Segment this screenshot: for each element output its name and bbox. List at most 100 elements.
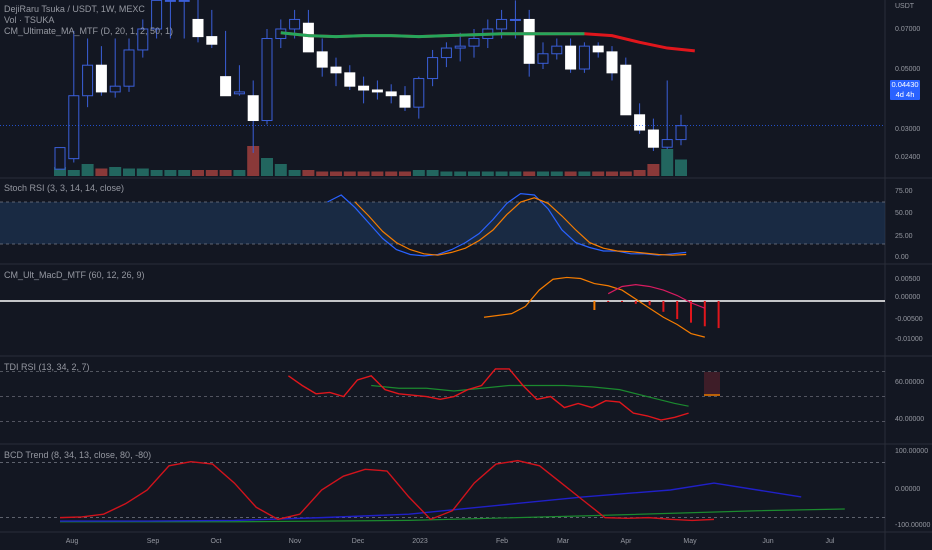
macd-line: [483, 276, 705, 338]
candle-body: [385, 91, 397, 97]
candle-body: [192, 18, 204, 38]
bcd-red-line: [59, 459, 715, 522]
candle-body: [578, 45, 590, 70]
legend-macd: CM_Ult_MacD_MTF (60, 12, 26, 9): [4, 270, 145, 280]
volume-bar: [67, 170, 80, 176]
volume-bar: [164, 170, 177, 176]
volume-bar: [343, 171, 356, 176]
stoch-k-line: [327, 192, 687, 257]
candle-body: [289, 18, 301, 30]
y-tick-label: 0.00000: [895, 294, 920, 301]
volume-bar: [661, 149, 674, 176]
y-tick-label: 75.00: [895, 188, 913, 195]
candle-body: [344, 72, 356, 87]
volume-bar: [495, 171, 508, 176]
legend-title: DejiRaru Tsuka / USDT, 1W, MEXC: [4, 4, 145, 14]
legend-ma: CM_Ultimate_MA_MTF (D, 20, 1, 2, 50, 1): [4, 26, 174, 36]
volume-bar: [192, 170, 204, 176]
candle-body: [427, 57, 439, 80]
y-tick-label: 0.03000: [895, 126, 920, 133]
candle-body: [302, 22, 314, 53]
volume-bar: [481, 171, 494, 176]
volume-bar: [109, 167, 122, 176]
candle-body: [509, 18, 521, 21]
volume-bar: [274, 164, 287, 176]
volume-bar: [54, 167, 66, 176]
volume-bar: [509, 171, 522, 176]
countdown: 4d 4h: [895, 90, 915, 99]
volume-bar: [150, 170, 163, 176]
volume-bar: [454, 171, 467, 176]
candle-body: [454, 45, 466, 49]
candle-body: [316, 51, 328, 68]
volume-bar: [371, 171, 384, 176]
stoch-d-line: [354, 197, 687, 256]
bcd-blue-line: [60, 482, 802, 522]
ma-line-green: [280, 31, 585, 39]
volume-bar: [412, 170, 425, 176]
volume-bar: [647, 164, 660, 176]
legend-tdi: TDI RSI (13, 34, 2, 7): [4, 362, 90, 372]
volume-bar: [675, 159, 687, 176]
candle-body: [468, 38, 480, 47]
candle-body: [206, 36, 218, 45]
volume-bar: [178, 170, 191, 176]
y-tick-label: 0.07000: [895, 26, 920, 33]
tdi-signal-line: [371, 384, 689, 407]
y-tick-label: 100.00000: [895, 448, 928, 455]
candle-body: [523, 18, 535, 64]
y-tick-label: 60.00000: [895, 379, 924, 386]
y-tick-label: 0.00500: [895, 276, 920, 283]
volume-bar: [523, 171, 536, 176]
candle-body: [109, 85, 121, 93]
y-tick-label: 50.00: [895, 210, 913, 217]
candle-body: [178, 0, 190, 2]
candle-body: [399, 95, 411, 108]
legend-volume: Vol · TSUKA: [4, 15, 55, 25]
candle-body: [164, 0, 176, 2]
volume-bar: [550, 171, 563, 176]
candle-body: [123, 49, 135, 87]
candle-body: [68, 95, 80, 160]
volume-bar: [81, 164, 94, 176]
candle-body: [620, 64, 632, 116]
candle-body: [358, 85, 370, 91]
volume-bar: [302, 170, 315, 176]
candle-body: [413, 78, 425, 108]
x-tick-label: Mar: [557, 538, 570, 545]
volume-bar: [330, 171, 342, 176]
volume-bar: [468, 171, 480, 176]
y-tick-label: 0.00: [895, 254, 909, 261]
volume-bar: [633, 170, 646, 176]
candle-body: [634, 114, 646, 131]
volume-bar: [288, 170, 301, 176]
x-tick-label: Nov: [289, 538, 302, 545]
candle-body: [537, 53, 549, 64]
last-price-badge: 0.04430 4d 4h: [890, 80, 920, 100]
candle-body: [330, 66, 342, 74]
candle-body: [220, 76, 232, 97]
candle-body: [606, 51, 618, 74]
x-tick-label: Aug: [66, 538, 79, 545]
volume-bar: [399, 171, 411, 176]
candle-body: [247, 95, 259, 122]
y-tick-label: 0.00000: [895, 486, 920, 493]
volume-bar: [316, 171, 329, 176]
y-tick-label: -100.00000: [895, 522, 931, 529]
volume-bar: [123, 168, 135, 176]
volume-bar: [357, 171, 370, 176]
volume-bar: [537, 171, 549, 176]
y-tick-label: 40.00000: [895, 416, 924, 423]
candle-body: [592, 45, 604, 53]
candle-body: [661, 139, 673, 148]
candle-body: [233, 91, 245, 95]
volume-bar: [233, 170, 246, 176]
y-tick-label: USDT: [895, 3, 915, 10]
volume-bar: [619, 171, 632, 176]
volume-bar: [219, 170, 232, 176]
volume-bar: [261, 158, 273, 176]
legend-stoch-rsi: Stoch RSI (3, 3, 14, 14, close): [4, 183, 125, 193]
x-tick-label: Jul: [826, 538, 835, 545]
